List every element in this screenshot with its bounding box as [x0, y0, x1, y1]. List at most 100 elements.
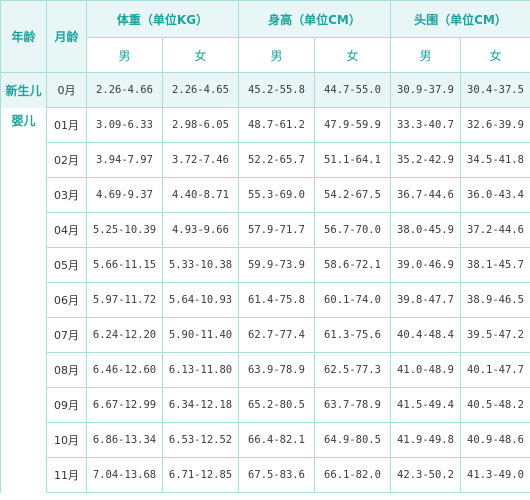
month-cell: 0月: [46, 72, 87, 108]
header-row: 年龄 月龄 体重（单位KG） 身高（单位CM） 头围（单位CM）: [0, 0, 530, 73]
height-male-cell: 62.7-77.4: [238, 317, 315, 353]
head-female-cell: 40.5-48.2: [460, 387, 530, 423]
height-female-cell: 63.7-78.9: [314, 387, 391, 423]
head-male-cell: 39.8-47.7: [390, 282, 461, 318]
table-row: 09月 6.67-12.99 6.34-12.18 65.2-80.5 63.7…: [1, 387, 530, 423]
weight-male-cell: 6.86-13.34: [86, 422, 163, 458]
head-female-cell: 37.2-44.6: [460, 212, 530, 248]
height-female-header: 女: [314, 37, 391, 73]
height-female-cell: 51.1-64.1: [314, 142, 391, 178]
head-female-cell: 30.4-37.5: [460, 72, 530, 108]
height-male-cell: 45.2-55.8: [238, 72, 315, 108]
head-female-cell: 40.9-48.6: [460, 422, 530, 458]
height-male-cell: 52.2-65.7: [238, 142, 315, 178]
head-male-cell: 42.3-50.2: [390, 457, 461, 493]
height-female-cell: 66.1-82.0: [314, 457, 391, 493]
weight-female-cell: 5.33-10.38: [162, 247, 239, 283]
height-header: 身高（单位CM）: [238, 0, 391, 38]
head-male-cell: 40.4-48.4: [390, 317, 461, 353]
head-male-cell: 39.0-46.9: [390, 247, 461, 283]
weight-male-cell: 3.09-6.33: [86, 107, 163, 143]
head-circumference-header: 头围（单位CM）: [390, 0, 530, 38]
height-male-cell: 65.2-80.5: [238, 387, 315, 423]
weight-male-cell: 6.24-12.20: [86, 317, 163, 353]
head-female-cell: 40.1-47.7: [460, 352, 530, 388]
head-male-header: 男: [390, 37, 461, 73]
head-male-cell: 41.9-49.8: [390, 422, 461, 458]
table-row: 05月 5.66-11.15 5.33-10.38 59.9-73.9 58.6…: [1, 247, 530, 283]
weight-female-cell: 5.90-11.40: [162, 317, 239, 353]
weight-male-header: 男: [86, 37, 163, 73]
month-cell: 03月: [46, 177, 87, 213]
weight-header: 体重（单位KG）: [86, 0, 239, 38]
head-male-cell: 41.5-49.4: [390, 387, 461, 423]
head-male-cell: 33.3-40.7: [390, 107, 461, 143]
height-female-cell: 60.1-74.0: [314, 282, 391, 318]
month-cell: 09月: [46, 387, 87, 423]
table-row: 06月 5.97-11.72 5.64-10.93 61.4-75.8 60.1…: [1, 282, 530, 318]
month-header: 月龄: [46, 0, 87, 73]
weight-male-cell: 4.69-9.37: [86, 177, 163, 213]
height-male-cell: 67.5-83.6: [238, 457, 315, 493]
table-row: 11月 7.04-13.68 6.71-12.85 67.5-83.6 66.1…: [1, 457, 530, 493]
weight-female-cell: 6.53-12.52: [162, 422, 239, 458]
table-row: 婴儿 01月 3.09-6.33 2.98-6.05 48.7-61.2 47.…: [0, 107, 530, 493]
weight-male-cell: 5.25-10.39: [86, 212, 163, 248]
head-female-cell: 41.3-49.0: [460, 457, 530, 493]
head-female-cell: 38.1-45.7: [460, 247, 530, 283]
weight-male-cell: 6.67-12.99: [86, 387, 163, 423]
height-male-cell: 55.3-69.0: [238, 177, 315, 213]
weight-female-cell: 2.26-4.65: [162, 72, 239, 108]
infant-label: 婴儿: [11, 113, 36, 128]
weight-male-cell: 7.04-13.68: [86, 457, 163, 493]
table-row: 10月 6.86-13.34 6.53-12.52 66.4-82.1 64.9…: [1, 422, 530, 458]
weight-male-cell: 6.46-12.60: [86, 352, 163, 388]
height-female-cell: 64.9-80.5: [314, 422, 391, 458]
height-male-cell: 59.9-73.9: [238, 247, 315, 283]
head-female-cell: 36.0-43.4: [460, 177, 530, 213]
height-male-header: 男: [238, 37, 315, 73]
month-cell: 11月: [46, 457, 87, 493]
height-female-cell: 62.5-77.3: [314, 352, 391, 388]
weight-male-cell: 5.66-11.15: [86, 247, 163, 283]
height-male-cell: 66.4-82.1: [238, 422, 315, 458]
month-cell: 04月: [46, 212, 87, 248]
age-header: 年龄: [0, 0, 47, 73]
head-female-cell: 38.9-46.5: [460, 282, 530, 318]
weight-female-cell: 6.13-11.80: [162, 352, 239, 388]
month-cell: 07月: [46, 317, 87, 353]
weight-female-cell: 3.72-7.46: [162, 142, 239, 178]
weight-female-cell: 4.93-9.66: [162, 212, 239, 248]
height-female-cell: 44.7-55.0: [314, 72, 391, 108]
weight-female-cell: 6.71-12.85: [162, 457, 239, 493]
height-female-cell: 56.7-70.0: [314, 212, 391, 248]
month-cell: 10月: [46, 422, 87, 458]
month-cell: 01月: [46, 107, 87, 143]
head-female-cell: 32.6-39.9: [460, 107, 530, 143]
newborn-label: 新生儿: [0, 72, 47, 108]
weight-female-cell: 5.64-10.93: [162, 282, 239, 318]
head-male-cell: 38.0-45.9: [390, 212, 461, 248]
height-female-cell: 61.3-75.6: [314, 317, 391, 353]
height-male-cell: 63.9-78.9: [238, 352, 315, 388]
weight-female-header: 女: [162, 37, 239, 73]
sex-header-row: 男 女 男 女 男 女: [1, 37, 530, 73]
height-female-cell: 47.9-59.9: [314, 107, 391, 143]
weight-female-cell: 2.98-6.05: [162, 107, 239, 143]
infant-label-cell: 婴儿: [0, 107, 47, 493]
head-male-cell: 41.0-48.9: [390, 352, 461, 388]
height-female-cell: 54.2-67.5: [314, 177, 391, 213]
head-female-cell: 39.5-47.2: [460, 317, 530, 353]
height-female-cell: 58.6-72.1: [314, 247, 391, 283]
head-male-cell: 30.9-37.9: [390, 72, 461, 108]
table-row: 08月 6.46-12.60 6.13-11.80 63.9-78.9 62.5…: [1, 352, 530, 388]
weight-female-cell: 4.40-8.71: [162, 177, 239, 213]
month-cell: 02月: [46, 142, 87, 178]
month-cell: 05月: [46, 247, 87, 283]
table-body: 新生儿 0月 2.26-4.66 2.26-4.65 45.2-55.8 44.…: [0, 72, 530, 493]
weight-male-cell: 2.26-4.66: [86, 72, 163, 108]
head-female-cell: 34.5-41.8: [460, 142, 530, 178]
table-row: 04月 5.25-10.39 4.93-9.66 57.9-71.7 56.7-…: [1, 212, 530, 248]
table-row: 新生儿 0月 2.26-4.66 2.26-4.65 45.2-55.8 44.…: [0, 72, 530, 108]
